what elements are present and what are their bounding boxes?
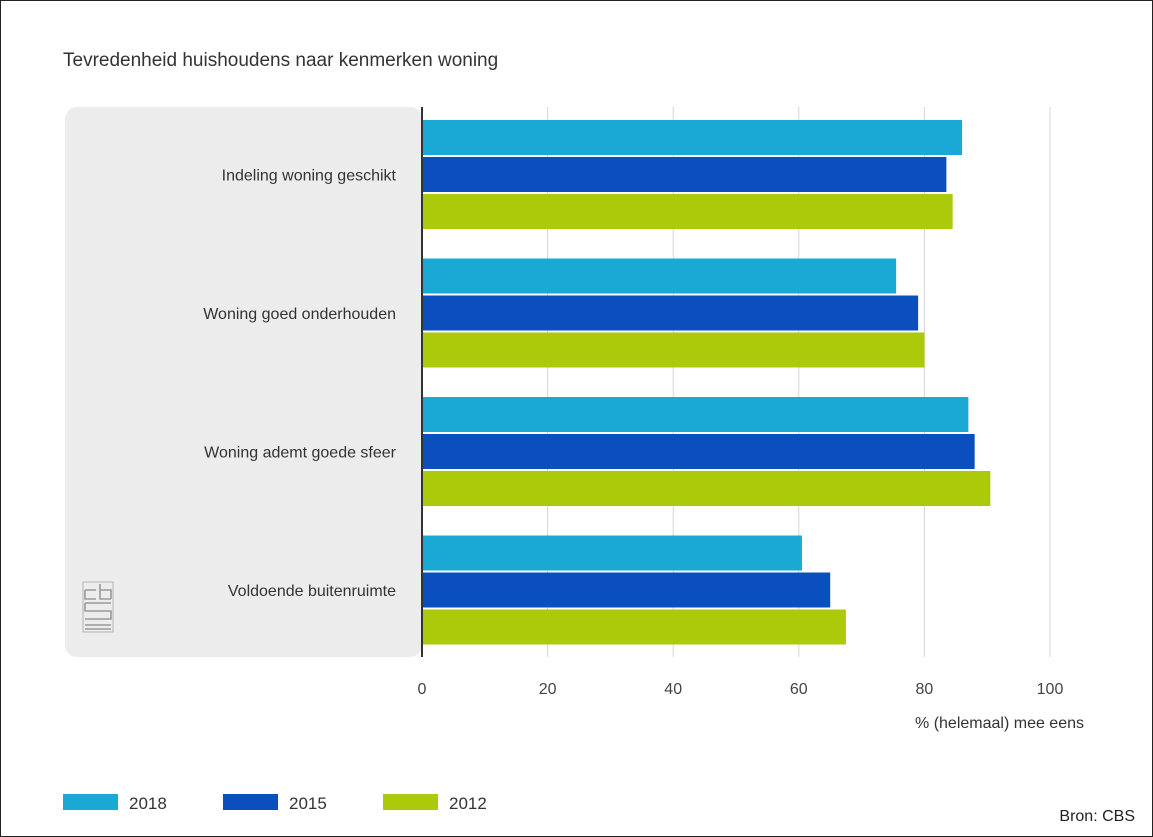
category-labels: Indeling woning geschikt Woning goed onde… xyxy=(203,168,396,601)
source-label: Bron: CBS xyxy=(1059,808,1135,825)
legend-swatch xyxy=(223,794,278,810)
legend-label: 2012 xyxy=(449,794,487,813)
category-panel xyxy=(65,107,422,657)
legend: 2018 2015 2012 xyxy=(63,794,487,813)
category-label: Voldoende buitenruimte xyxy=(228,583,396,600)
bar-2012-4 xyxy=(423,609,846,645)
legend-swatch xyxy=(383,794,438,810)
cbs-logo-icon xyxy=(82,581,114,633)
bar-2018-2 xyxy=(423,258,897,294)
x-tick-label: 20 xyxy=(539,681,557,698)
bar-2012-1 xyxy=(423,194,953,229)
x-tick-label: 40 xyxy=(664,681,682,698)
category-label: Woning ademt goede sfeer xyxy=(204,445,397,462)
legend-label: 2018 xyxy=(129,794,167,813)
bar-2015-3 xyxy=(423,434,975,469)
x-tick-label: 100 xyxy=(1037,681,1064,698)
x-tick-label: 60 xyxy=(790,681,808,698)
bar-2012-3 xyxy=(423,471,991,506)
bar-2018-1 xyxy=(423,120,963,155)
x-tick-labels: 0 20 40 60 80 100 xyxy=(418,681,1064,698)
x-axis-title: % (helemaal) mee eens xyxy=(915,715,1084,732)
chart-title: Tevredenheid huishoudens naar kenmerken … xyxy=(63,50,498,71)
legend-label: 2015 xyxy=(289,794,327,813)
category-label: Indeling woning geschikt xyxy=(222,168,397,185)
bar-2015-2 xyxy=(423,295,919,331)
x-tick-label: 0 xyxy=(418,681,427,698)
bar-2015-1 xyxy=(423,157,947,192)
bar-2015-4 xyxy=(423,572,831,608)
legend-swatch xyxy=(63,794,118,810)
category-label: Woning goed onderhouden xyxy=(203,306,396,323)
bar-2018-3 xyxy=(423,397,969,432)
bar-2012-2 xyxy=(423,332,925,368)
x-tick-label: 80 xyxy=(916,681,934,698)
bars xyxy=(423,120,991,645)
bar-2018-4 xyxy=(423,535,802,571)
